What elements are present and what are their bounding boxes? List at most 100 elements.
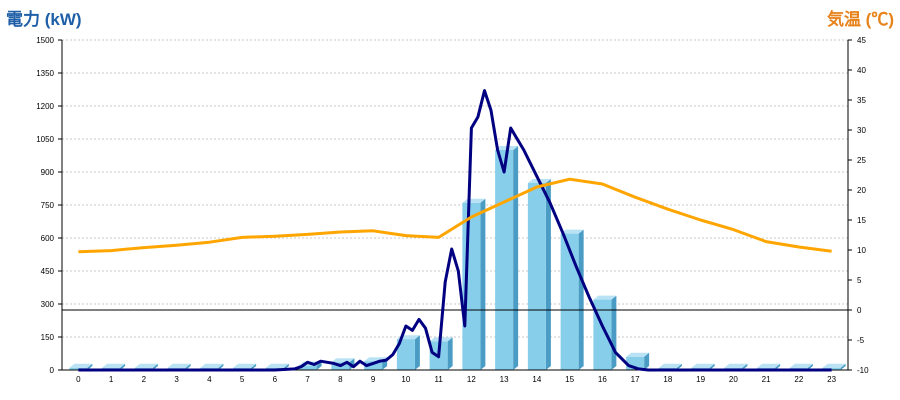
bar [396,339,415,370]
bar-top [200,363,224,368]
left-tick-label: 1500 [36,36,54,45]
bar [364,361,383,370]
x-tick-label: 13 [500,375,509,384]
right-tick-label: -10 [857,366,869,375]
bar [69,367,88,370]
x-tick-label: 22 [794,375,803,384]
bar [495,150,514,370]
bar-top [593,295,617,300]
bar-top [102,363,126,368]
left-tick-label: 300 [41,300,55,309]
left-tick-label: 900 [41,168,55,177]
x-tick-label: 11 [434,375,443,384]
right-tick-label: 5 [857,276,862,285]
left-axis-title: 電力 (kW) [6,10,82,29]
bar-side [545,179,551,370]
x-tick-label: 21 [762,375,771,384]
bar-layer [69,146,846,370]
bar-side [611,295,617,370]
bar-top [331,358,355,363]
bar-top [233,363,257,368]
bar [560,233,579,370]
bar-side [87,363,93,370]
x-tick-label: 1 [109,375,114,384]
bar-side [218,363,224,370]
bar-side [120,363,126,370]
bar-top [69,363,93,368]
power-line [78,89,832,372]
grid-layer [62,39,848,338]
x-tick-label: 14 [532,375,541,384]
bar-side [644,352,650,370]
x-tick-label: 12 [467,375,476,384]
right-tick-label: 45 [857,36,866,45]
bar-side [742,363,748,370]
bar-side [185,363,191,370]
left-tick-label: 1200 [36,102,54,111]
x-tick-label: 0 [76,375,81,384]
x-tick-label: 5 [240,375,245,384]
x-tick-label: 18 [663,375,672,384]
bar-top [724,363,748,368]
right-tick-label: 35 [857,96,866,105]
right-tick-label: 0 [857,306,862,315]
right-tick-label: 20 [857,186,866,195]
right-tick-label: 15 [857,216,866,225]
x-tick-label: 10 [401,375,410,384]
x-tick-label: 23 [827,375,836,384]
x-tick-label: 7 [305,375,310,384]
x-tick-label: 3 [174,375,179,384]
right-tick-label: -5 [857,336,865,345]
x-tick-label: 17 [631,375,640,384]
bar-top [789,363,813,368]
bar-top [167,363,191,368]
bar-top [134,363,158,368]
bar-top [691,363,715,368]
bar-side [447,337,453,370]
x-tick-label: 19 [696,375,705,384]
right-tick-label: 10 [857,246,866,255]
bar [527,183,546,370]
bar-side [775,363,781,370]
bar-side [414,335,420,370]
label-layer: 01503004506007509001050120013501500-10-5… [36,36,869,384]
bar-side [480,198,486,370]
x-tick-label: 9 [371,375,376,384]
bar-side [513,146,519,370]
x-tick-label: 4 [207,375,212,384]
bar-top [822,363,846,368]
x-tick-label: 6 [273,375,278,384]
right-tick-label: 25 [857,156,866,165]
bar-side [676,363,682,370]
left-tick-label: 0 [50,366,55,375]
left-tick-label: 1350 [36,69,54,78]
left-tick-label: 450 [41,267,55,276]
left-tick-label: 1050 [36,135,54,144]
x-tick-label: 15 [565,375,574,384]
x-tick-label: 20 [729,375,738,384]
left-tick-label: 600 [41,234,55,243]
right-tick-label: 40 [857,66,866,75]
x-tick-label: 8 [338,375,343,384]
bar-side [578,229,584,370]
right-axis-title: 気温 (℃) [826,10,894,29]
bar-top [757,363,781,368]
bar-side [709,363,715,370]
bar-top [658,363,682,368]
temperature-line [78,177,832,254]
bar-side [807,363,813,370]
bar-side [251,363,257,370]
bar-top [265,363,289,368]
bar [298,365,317,370]
x-tick-label: 2 [142,375,147,384]
bar-side [840,363,846,370]
bar-top [560,229,584,234]
right-tick-label: 30 [857,126,866,135]
bar-side [316,361,322,370]
bar-top [626,352,650,357]
left-tick-label: 150 [41,333,55,342]
x-tick-label: 16 [598,375,607,384]
left-tick-label: 750 [41,201,55,210]
bar-side [152,363,158,370]
